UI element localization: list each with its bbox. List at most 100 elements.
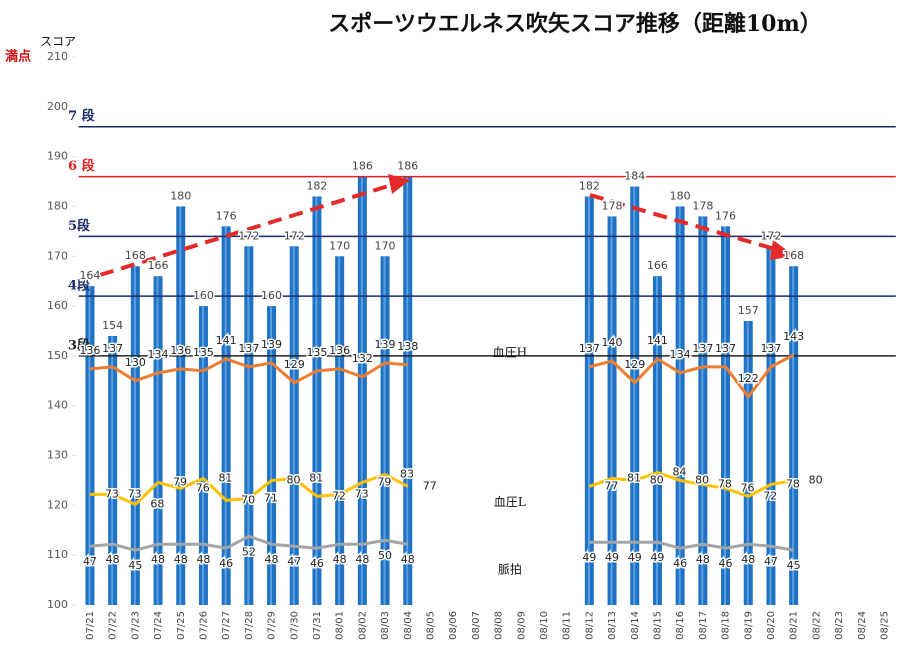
data-label: 68 bbox=[150, 497, 164, 510]
bar-highlight bbox=[133, 266, 136, 605]
bar-highlight bbox=[383, 256, 386, 605]
bar-value-label: 172 bbox=[238, 229, 259, 242]
data-label: 130 bbox=[125, 356, 146, 369]
data-label: 141 bbox=[216, 334, 237, 347]
data-label: 80 bbox=[695, 473, 709, 486]
x-tick-label: 08/18 bbox=[721, 611, 732, 640]
x-tick-label: 08/12 bbox=[584, 611, 595, 640]
data-label: 48 bbox=[355, 553, 369, 566]
data-label: 129 bbox=[624, 358, 645, 371]
bar-highlight bbox=[270, 306, 273, 605]
x-tick-label: 08/20 bbox=[766, 611, 777, 640]
bar-value-label: 170 bbox=[375, 239, 396, 252]
data-label: 134 bbox=[670, 348, 691, 361]
y-tick-label: 200 bbox=[47, 100, 68, 113]
data-label: 49 bbox=[628, 551, 642, 564]
data-label: 47 bbox=[287, 555, 301, 568]
x-tick-label: 08/08 bbox=[494, 611, 505, 640]
data-label: 132 bbox=[352, 352, 373, 365]
x-tick-label: 08/15 bbox=[652, 611, 663, 640]
bar-value-label: 178 bbox=[602, 199, 623, 212]
data-label: 136 bbox=[79, 344, 100, 357]
x-tick-label: 08/13 bbox=[607, 611, 618, 640]
series-label: 血圧H bbox=[493, 345, 527, 359]
bar-highlight bbox=[406, 176, 409, 605]
x-tick-label: 08/14 bbox=[630, 611, 641, 640]
bar-highlight bbox=[701, 216, 704, 605]
bar-value-label: 186 bbox=[352, 160, 373, 173]
y-tick-label: 180 bbox=[47, 199, 68, 212]
x-tick-label: 08/21 bbox=[789, 611, 800, 640]
full-mark-label: 満点 bbox=[5, 49, 31, 65]
bar-value-label: 166 bbox=[148, 259, 169, 272]
data-label: 46 bbox=[673, 557, 687, 570]
x-tick-label: 08/02 bbox=[357, 611, 368, 640]
data-label: 81 bbox=[627, 471, 641, 484]
data-label: 80 bbox=[809, 473, 823, 486]
bar-value-label: 160 bbox=[193, 289, 214, 302]
data-label: 137 bbox=[238, 342, 259, 355]
bar-value-label: 180 bbox=[670, 189, 691, 202]
data-label: 136 bbox=[170, 344, 191, 357]
data-label: 48 bbox=[174, 553, 188, 566]
y-tick-label: 110 bbox=[47, 548, 68, 561]
bar-highlight bbox=[224, 226, 227, 605]
bar-value-label: 160 bbox=[261, 289, 282, 302]
bar-value-label: 182 bbox=[579, 179, 600, 192]
bar-highlight bbox=[587, 196, 590, 605]
x-tick-label: 08/11 bbox=[562, 611, 573, 640]
y-tick-label: 160 bbox=[47, 299, 68, 312]
data-label: 137 bbox=[102, 342, 123, 355]
data-label: 137 bbox=[579, 342, 600, 355]
bar-highlight bbox=[315, 196, 318, 605]
x-tick-label: 08/25 bbox=[879, 611, 890, 640]
bar-highlight bbox=[360, 176, 363, 605]
bar-value-label: 184 bbox=[624, 170, 645, 183]
bar-value-label: 182 bbox=[306, 179, 327, 192]
bar-highlight bbox=[633, 186, 636, 605]
data-label: 83 bbox=[400, 467, 414, 480]
bar-highlight bbox=[201, 306, 204, 605]
x-tick-label: 08/19 bbox=[743, 611, 754, 640]
bar-value-label: 157 bbox=[738, 304, 759, 317]
bar-highlight bbox=[156, 276, 159, 605]
bar-value-label: 172 bbox=[284, 229, 305, 242]
bar-highlight bbox=[792, 266, 795, 605]
data-label: 134 bbox=[148, 348, 169, 361]
data-label: 46 bbox=[219, 557, 233, 570]
data-label: 76 bbox=[741, 481, 755, 494]
data-label: 72 bbox=[332, 489, 346, 502]
data-label: 77 bbox=[423, 479, 437, 492]
data-label: 135 bbox=[306, 346, 327, 359]
series-label: 脈拍 bbox=[498, 562, 522, 577]
reference-label: 5段 bbox=[68, 218, 90, 234]
x-tick-label: 07/27 bbox=[221, 611, 232, 640]
bar-value-label: 186 bbox=[397, 160, 418, 173]
data-label: 80 bbox=[650, 473, 664, 486]
bar-highlight bbox=[678, 206, 681, 606]
y-tick-label: 170 bbox=[47, 249, 68, 262]
line bbox=[89, 534, 409, 552]
data-label: 48 bbox=[196, 553, 210, 566]
bar-highlight bbox=[111, 335, 114, 605]
x-tick-label: 08/09 bbox=[516, 611, 527, 640]
bar-value-label: 164 bbox=[79, 269, 100, 282]
data-label: 73 bbox=[105, 487, 119, 500]
data-label: 48 bbox=[696, 553, 710, 566]
x-tick-label: 07/21 bbox=[85, 611, 96, 640]
data-label: 84 bbox=[672, 465, 686, 478]
data-label: 136 bbox=[329, 344, 350, 357]
x-tick-label: 08/24 bbox=[857, 611, 868, 640]
data-label: 72 bbox=[763, 489, 777, 502]
bar-value-label: 168 bbox=[125, 249, 146, 262]
bar-highlight bbox=[610, 216, 613, 605]
bar-highlight bbox=[179, 206, 182, 606]
x-tick-label: 07/23 bbox=[130, 611, 141, 640]
bar-value-label: 154 bbox=[102, 319, 123, 332]
data-label: 48 bbox=[333, 553, 347, 566]
data-label: 49 bbox=[650, 551, 664, 564]
y-tick-label: 120 bbox=[47, 498, 68, 511]
data-label: 78 bbox=[786, 477, 800, 490]
reference-label: 4段 bbox=[68, 278, 90, 294]
y-axis-label: スコア bbox=[40, 35, 76, 49]
